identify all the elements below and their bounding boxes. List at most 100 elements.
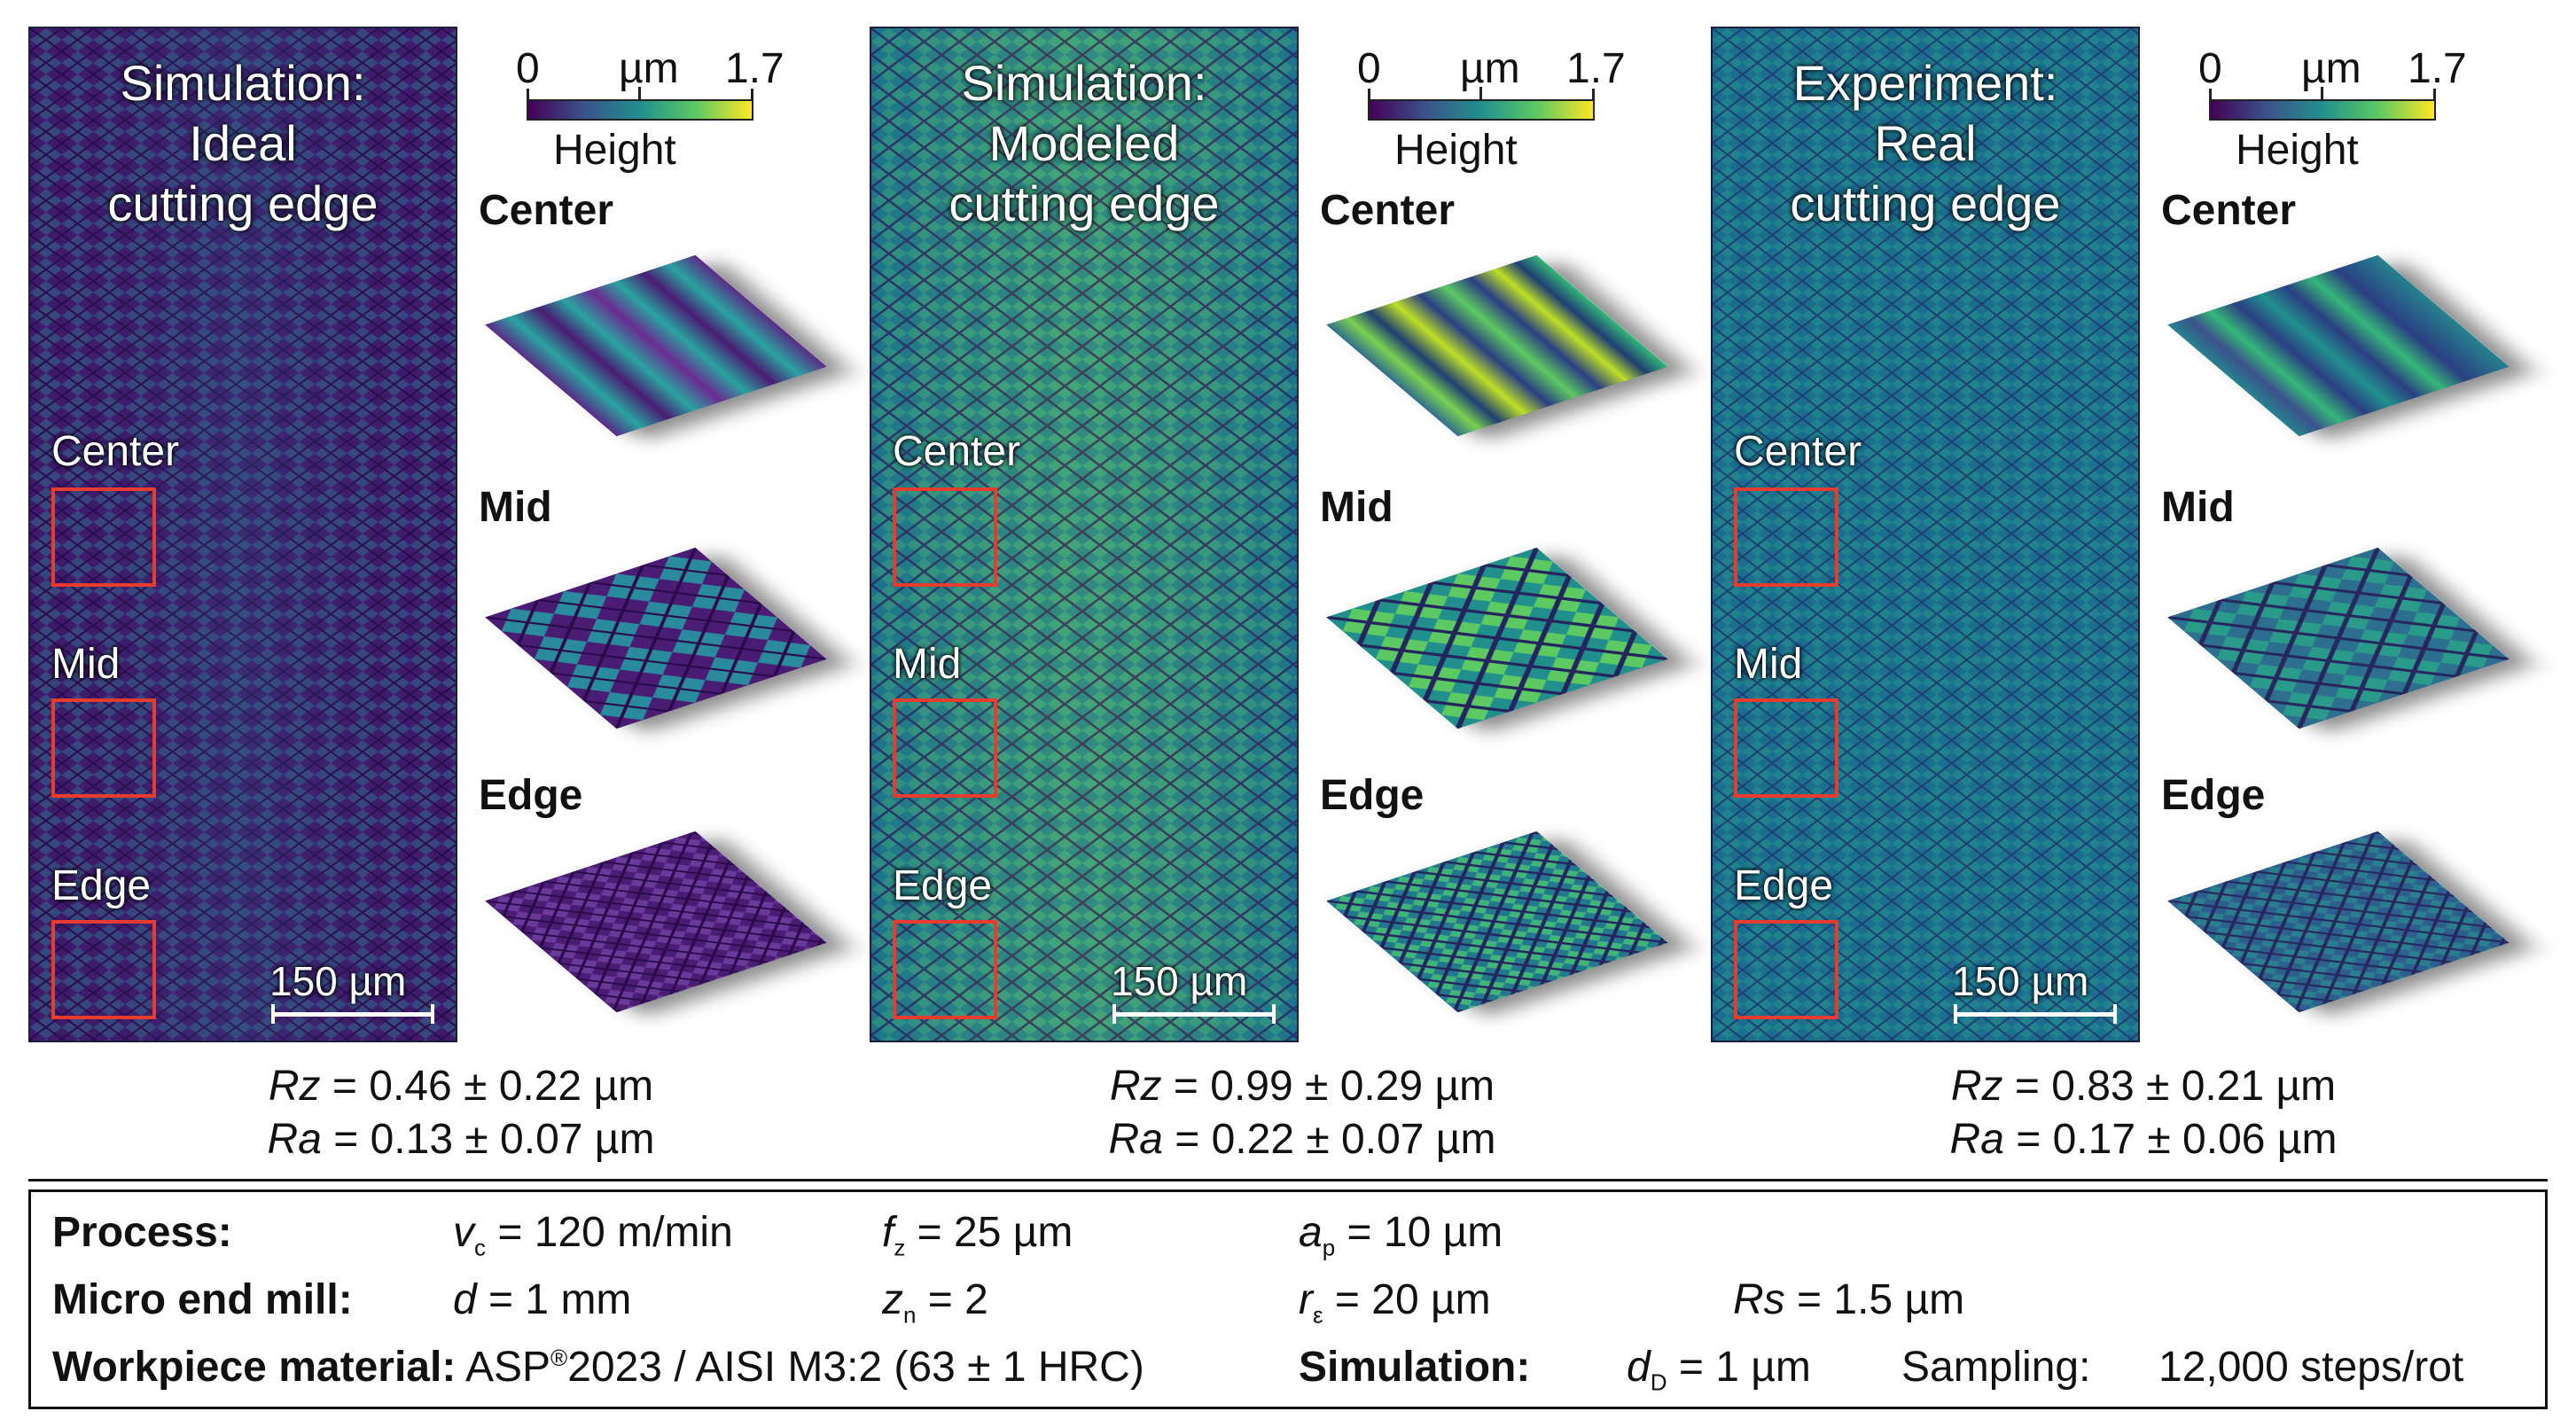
region-label-edge: Edge bbox=[1734, 862, 1834, 909]
rz-symbol: Rz bbox=[1950, 1063, 2003, 1110]
scale-bar bbox=[1954, 1004, 2117, 1024]
region-box-edge bbox=[893, 920, 997, 1019]
colorbar-gradient bbox=[527, 89, 753, 121]
rz-value: = 0.99 ± 0.29 µm bbox=[1161, 1063, 1495, 1110]
parameter-table: Process: vc = 120 m/min fz = 25 µm ap = … bbox=[28, 1189, 2548, 1409]
tile-label-center: Center bbox=[479, 187, 614, 234]
ra-symbol: Ra bbox=[1949, 1116, 2004, 1163]
ra-symbol: Ra bbox=[1108, 1116, 1163, 1163]
region-label-edge: Edge bbox=[893, 862, 993, 909]
colorbar-gradient bbox=[1368, 89, 1595, 121]
tile-label-center: Center bbox=[1320, 187, 1456, 234]
roughness-modeled: Rz = 0.99 ± 0.29 µm Ra = 0.22 ± 0.07 µm bbox=[992, 1060, 1612, 1166]
tile-label-mid: Mid bbox=[1320, 484, 1393, 531]
colorbar-gradient bbox=[2209, 89, 2436, 121]
tile-label-edge: Edge bbox=[1320, 772, 1425, 819]
process-label: Process: bbox=[52, 1209, 232, 1256]
region-label-mid: Mid bbox=[51, 641, 121, 688]
corner-radius: rε = 20 µm bbox=[1299, 1276, 1491, 1329]
tile-label-mid: Mid bbox=[479, 484, 552, 531]
roughness-real: Rz = 0.83 ± 0.21 µm Ra = 0.17 ± 0.06 µm bbox=[1833, 1060, 2454, 1166]
scale-bar-label: 150 µm bbox=[1952, 958, 2089, 1004]
panel-modeled: Simulation: Modeled cutting edge Center … bbox=[870, 27, 1299, 1042]
colorbar-unit: µm bbox=[2301, 45, 2361, 92]
surface-3d-edge-ideal bbox=[485, 798, 827, 1046]
scale-bar bbox=[271, 1004, 434, 1024]
surface-3d-edge-modeled bbox=[1326, 798, 1668, 1046]
sampling-value: 12,000 steps/rot bbox=[2158, 1344, 2464, 1391]
discretization: dD = 1 µm bbox=[1627, 1344, 1811, 1396]
surface-3d-mid-modeled bbox=[1326, 514, 1668, 762]
scale-bar-label: 150 µm bbox=[1111, 958, 1248, 1004]
colorbar-label: Height bbox=[553, 127, 676, 174]
tile-label-edge: Edge bbox=[2161, 772, 2266, 819]
surface-3d-center-ideal bbox=[485, 222, 827, 470]
sampling-label: Sampling: bbox=[1901, 1344, 2091, 1391]
ra-value: = 0.13 ± 0.07 µm bbox=[321, 1116, 655, 1163]
surface-map-ideal bbox=[30, 28, 456, 1041]
colorbar-label: Height bbox=[2236, 127, 2359, 174]
surface-3d-edge-real bbox=[2167, 798, 2510, 1046]
region-box-center bbox=[1734, 487, 1838, 587]
region-box-mid bbox=[893, 698, 997, 798]
surface-3d-mid-ideal bbox=[485, 514, 827, 762]
region-label-center: Center bbox=[1734, 428, 1862, 475]
colorbar-unit: µm bbox=[619, 45, 679, 92]
ra-value: = 0.17 ± 0.06 µm bbox=[2003, 1116, 2338, 1163]
colorbar-max: 1.7 bbox=[1566, 45, 1626, 92]
region-box-center bbox=[51, 487, 156, 587]
rz-value: = 0.83 ± 0.21 µm bbox=[2002, 1063, 2337, 1110]
panel-title: Experiment: Real cutting edge bbox=[1790, 55, 2061, 231]
simulation-label: Simulation: bbox=[1299, 1344, 1531, 1391]
ra-symbol: Ra bbox=[267, 1116, 322, 1163]
panel-real: Experiment: Real cutting edge Center Mid… bbox=[1711, 27, 2140, 1042]
colorbar-min: 0 bbox=[1357, 45, 1381, 92]
separator-line bbox=[28, 1179, 2548, 1181]
colorbar-label: Height bbox=[1394, 127, 1518, 174]
panel-title: Simulation: Modeled cutting edge bbox=[948, 55, 1220, 231]
region-box-center bbox=[893, 487, 997, 587]
rz-symbol: Rz bbox=[268, 1063, 321, 1110]
region-label-center: Center bbox=[51, 428, 180, 475]
region-box-mid bbox=[1734, 698, 1838, 798]
colorbar-max: 1.7 bbox=[2408, 45, 2467, 92]
colorbar-min: 0 bbox=[516, 45, 540, 92]
number-of-teeth: zn = 2 bbox=[882, 1276, 988, 1329]
panel-title: Simulation: Ideal cutting edge bbox=[107, 55, 379, 231]
cutting-speed: vc = 120 m/min bbox=[453, 1209, 733, 1261]
surface-3d-center-modeled bbox=[1326, 222, 1668, 470]
colorbar-min: 0 bbox=[2198, 45, 2222, 92]
region-box-edge bbox=[51, 920, 156, 1019]
region-box-edge bbox=[1734, 920, 1838, 1019]
panel-ideal: Simulation: Ideal cutting edge Center Mi… bbox=[28, 27, 457, 1042]
region-label-edge: Edge bbox=[51, 862, 152, 909]
surface-map-modeled bbox=[871, 28, 1297, 1041]
tile-label-edge: Edge bbox=[479, 772, 583, 819]
rz-symbol: Rz bbox=[1109, 1063, 1162, 1110]
ra-value: = 0.22 ± 0.07 µm bbox=[1162, 1116, 1496, 1163]
feed-per-tooth: fz = 25 µm bbox=[882, 1209, 1073, 1261]
edge-roughness: Rs = 1.5 µm bbox=[1733, 1276, 1965, 1323]
region-label-mid: Mid bbox=[1734, 641, 1803, 688]
surface-3d-center-real bbox=[2167, 222, 2510, 470]
tool-diameter: d = 1 mm bbox=[453, 1276, 632, 1323]
colorbar-real: 0 µm 1.7 Height bbox=[2193, 44, 2467, 174]
colorbar-max: 1.7 bbox=[725, 45, 785, 92]
tile-label-mid: Mid bbox=[2161, 484, 2235, 531]
region-label-mid: Mid bbox=[893, 641, 962, 688]
surface-3d-mid-real bbox=[2167, 514, 2510, 762]
scale-bar-label: 150 µm bbox=[269, 958, 407, 1004]
region-box-mid bbox=[51, 698, 156, 798]
colorbar-modeled: 0 µm 1.7 Height bbox=[1352, 44, 1626, 174]
rz-value: = 0.46 ± 0.22 µm bbox=[320, 1063, 654, 1110]
surface-map-real bbox=[1713, 28, 2138, 1041]
micro-end-mill-label: Micro end mill: bbox=[52, 1276, 353, 1323]
region-label-center: Center bbox=[893, 428, 1021, 475]
workpiece-material: Workpiece material: ASP®2023 / AISI M3:2… bbox=[52, 1344, 1144, 1391]
scale-bar bbox=[1112, 1004, 1276, 1024]
depth-of-cut: ap = 10 µm bbox=[1299, 1209, 1503, 1261]
roughness-ideal: Rz = 0.46 ± 0.22 µm Ra = 0.13 ± 0.07 µm bbox=[151, 1060, 771, 1166]
colorbar-ideal: 0 µm 1.7 Height bbox=[511, 44, 785, 174]
tile-label-center: Center bbox=[2161, 187, 2297, 234]
colorbar-unit: µm bbox=[1460, 45, 1520, 92]
